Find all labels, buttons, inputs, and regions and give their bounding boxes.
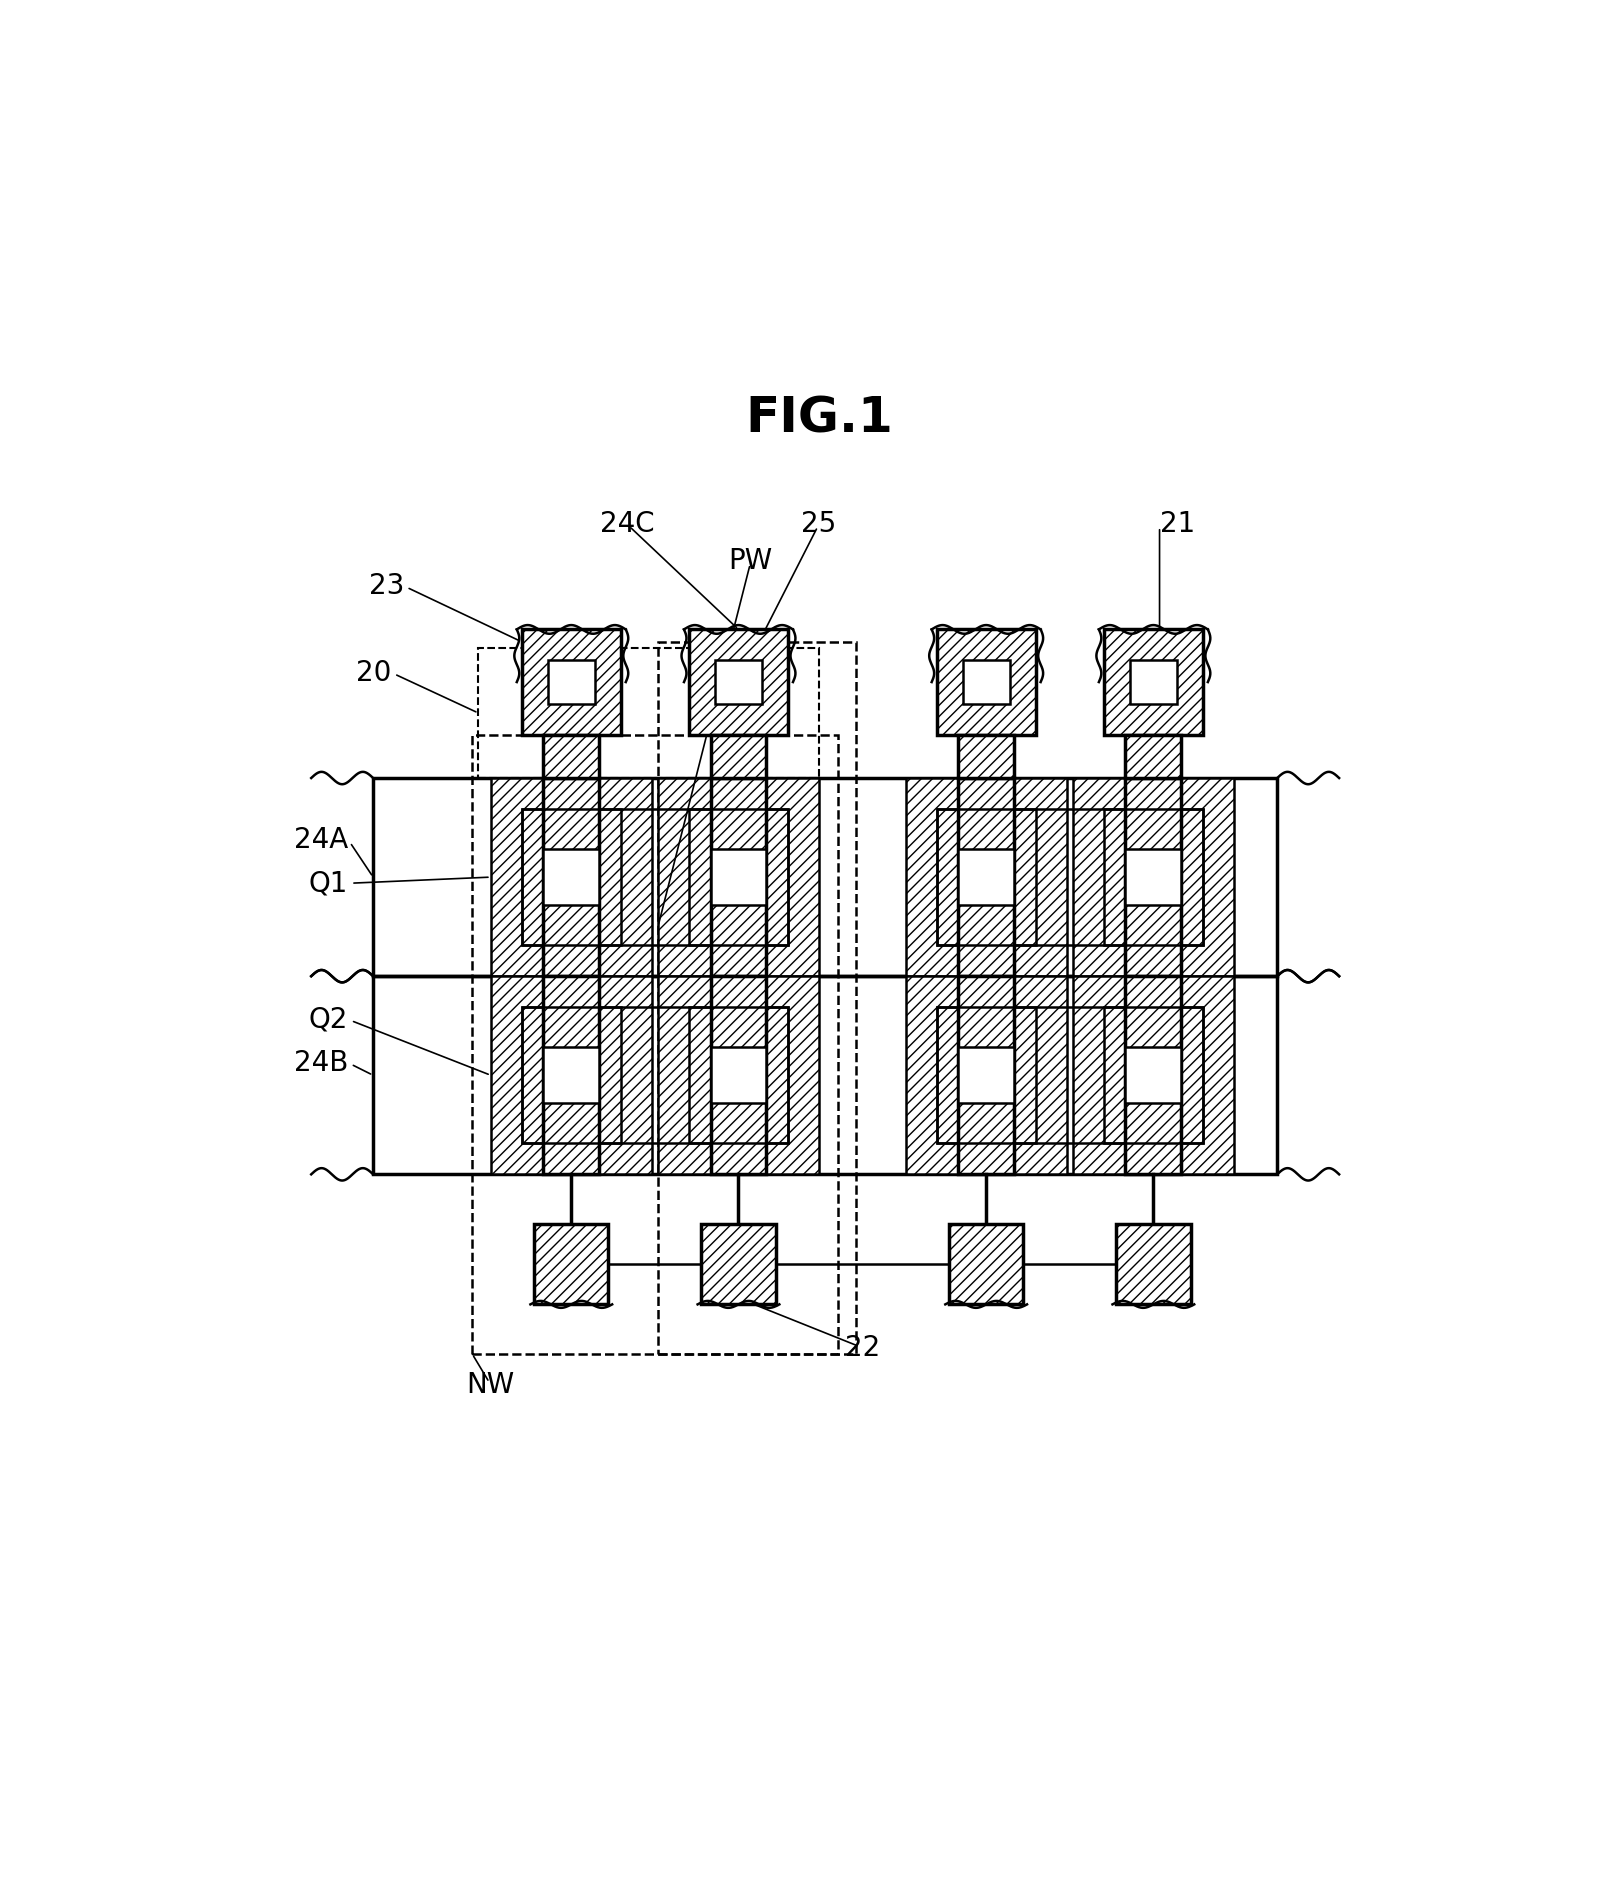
Bar <box>543 778 599 976</box>
Text: PW: PW <box>729 548 773 575</box>
Bar <box>936 629 1036 735</box>
Bar <box>523 1008 788 1144</box>
Bar <box>702 1225 775 1304</box>
Bar <box>534 1225 609 1304</box>
Bar <box>711 778 767 976</box>
Bar <box>543 976 599 1174</box>
Text: Q1: Q1 <box>308 869 348 897</box>
Bar <box>523 1008 622 1144</box>
Bar <box>1104 808 1203 946</box>
Bar <box>548 661 594 705</box>
Bar <box>959 778 1015 976</box>
Bar <box>1125 735 1181 778</box>
Bar <box>491 976 652 1174</box>
Text: 23: 23 <box>369 573 404 601</box>
Bar <box>374 976 1277 1174</box>
Bar <box>689 808 788 946</box>
Bar <box>949 1225 1023 1304</box>
Bar <box>1104 1008 1203 1144</box>
Bar <box>714 661 762 705</box>
Text: FIG.1: FIG.1 <box>745 396 893 443</box>
Bar <box>1130 661 1176 705</box>
Bar <box>1125 850 1181 904</box>
Text: 20: 20 <box>356 659 392 688</box>
Bar <box>1072 778 1234 976</box>
Bar <box>543 850 599 904</box>
Bar <box>658 976 820 1174</box>
Bar <box>959 735 1015 778</box>
Bar <box>711 976 767 1174</box>
Bar <box>711 735 767 778</box>
Bar <box>523 808 788 946</box>
Text: 24B: 24B <box>294 1049 348 1078</box>
Text: 25: 25 <box>801 511 837 539</box>
Bar <box>962 661 1010 705</box>
Bar <box>959 976 1015 1174</box>
Text: NW: NW <box>467 1372 515 1400</box>
Bar <box>936 1008 1036 1144</box>
Bar <box>473 735 837 1355</box>
Bar <box>711 1048 767 1104</box>
Bar <box>374 778 1277 976</box>
Bar <box>478 648 820 778</box>
Text: 22: 22 <box>845 1334 880 1362</box>
Bar <box>491 778 652 976</box>
Bar <box>959 1048 1015 1104</box>
Bar <box>689 629 788 735</box>
Bar <box>1104 629 1203 735</box>
Bar <box>906 778 1067 976</box>
Text: 21: 21 <box>1160 511 1195 539</box>
Bar <box>523 808 622 946</box>
Bar <box>543 1048 599 1104</box>
Bar <box>936 808 1036 946</box>
Bar <box>1125 1048 1181 1104</box>
Bar <box>936 808 1203 946</box>
Bar <box>658 778 820 976</box>
Bar <box>906 976 1067 1174</box>
Bar <box>658 642 857 1355</box>
Bar <box>1125 778 1181 976</box>
Bar <box>1115 1225 1191 1304</box>
Text: 24C: 24C <box>599 511 654 539</box>
Bar <box>1125 976 1181 1174</box>
Bar <box>543 735 599 778</box>
Bar <box>1072 976 1234 1174</box>
Text: Q2: Q2 <box>308 1006 348 1034</box>
Bar <box>523 629 622 735</box>
Bar <box>936 1008 1203 1144</box>
Bar <box>689 1008 788 1144</box>
Bar <box>959 850 1015 904</box>
Text: 24A: 24A <box>294 825 348 853</box>
Bar <box>711 850 767 904</box>
